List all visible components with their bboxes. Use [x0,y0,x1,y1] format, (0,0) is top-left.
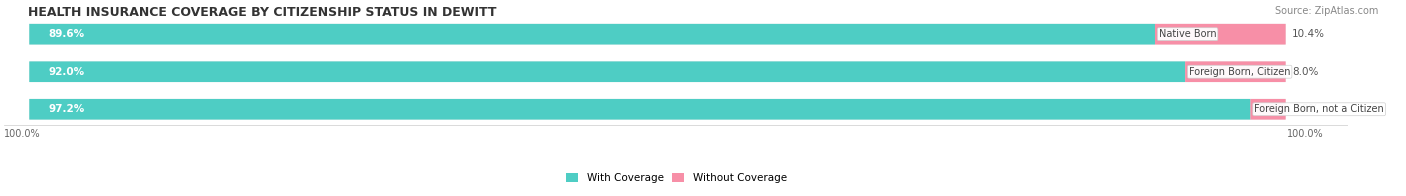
Text: 89.6%: 89.6% [48,29,84,39]
Text: 10.4%: 10.4% [1292,29,1324,39]
Text: Source: ZipAtlas.com: Source: ZipAtlas.com [1274,6,1378,16]
Text: 97.2%: 97.2% [48,104,84,114]
Text: 100.0%: 100.0% [4,129,41,139]
FancyBboxPatch shape [1154,24,1285,44]
FancyBboxPatch shape [30,99,1285,120]
FancyBboxPatch shape [30,61,1285,82]
FancyBboxPatch shape [30,99,1250,120]
FancyBboxPatch shape [30,61,1185,82]
Text: 8.0%: 8.0% [1292,67,1319,77]
Text: HEALTH INSURANCE COVERAGE BY CITIZENSHIP STATUS IN DEWITT: HEALTH INSURANCE COVERAGE BY CITIZENSHIP… [28,6,496,19]
Text: 2.8%: 2.8% [1292,104,1319,114]
FancyBboxPatch shape [1250,99,1285,120]
FancyBboxPatch shape [30,24,1154,44]
Text: 100.0%: 100.0% [1286,129,1323,139]
Text: Foreign Born, not a Citizen: Foreign Born, not a Citizen [1254,104,1384,114]
FancyBboxPatch shape [1185,61,1285,82]
Text: Foreign Born, Citizen: Foreign Born, Citizen [1189,67,1291,77]
Text: Native Born: Native Born [1159,29,1216,39]
Text: 92.0%: 92.0% [48,67,84,77]
Legend: With Coverage, Without Coverage: With Coverage, Without Coverage [565,173,787,183]
FancyBboxPatch shape [30,24,1285,44]
